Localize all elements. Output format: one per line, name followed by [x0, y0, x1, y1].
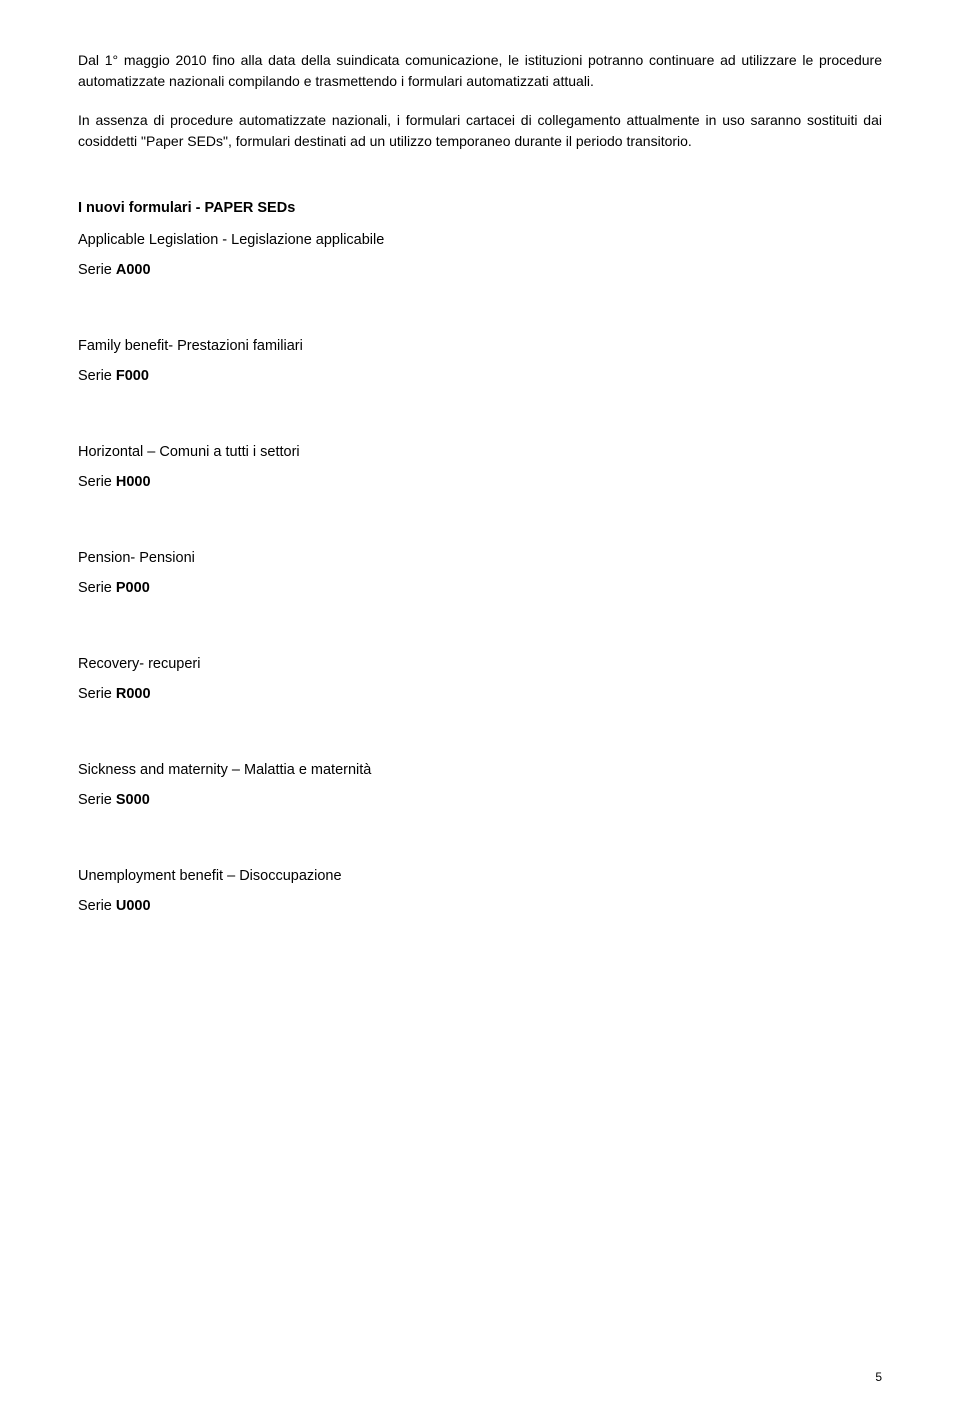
serie-label: Serie R000 [78, 686, 882, 702]
page-number: 5 [875, 1370, 882, 1384]
serie-code: R000 [116, 686, 151, 702]
section-label: Family benefit- Prestazioni familiari [78, 338, 882, 354]
serie-label: Serie U000 [78, 898, 882, 914]
section-2: Horizontal – Comuni a tutti i settori Se… [78, 444, 882, 490]
section-1: Family benefit- Prestazioni familiari Se… [78, 338, 882, 384]
serie-prefix: Serie [78, 686, 116, 702]
section-title: I nuovi formulari - PAPER SEDs [78, 200, 882, 216]
section-label: Pension- Pensioni [78, 550, 882, 566]
section-5: Sickness and maternity – Malattia e mate… [78, 762, 882, 808]
serie-prefix: Serie [78, 898, 116, 914]
serie-prefix: Serie [78, 368, 116, 384]
section-label: Unemployment benefit – Disoccupazione [78, 868, 882, 884]
serie-code: A000 [116, 262, 151, 278]
serie-code: H000 [116, 474, 151, 490]
serie-code: F000 [116, 368, 149, 384]
serie-prefix: Serie [78, 580, 116, 596]
serie-code: U000 [116, 898, 151, 914]
serie-code: S000 [116, 792, 150, 808]
serie-code: P000 [116, 580, 150, 596]
section-0: Applicable Legislation - Legislazione ap… [78, 232, 882, 278]
section-3: Pension- Pensioni Serie P000 [78, 550, 882, 596]
section-label: Applicable Legislation - Legislazione ap… [78, 232, 882, 248]
serie-label: Serie H000 [78, 474, 882, 490]
serie-label: Serie S000 [78, 792, 882, 808]
serie-label: Serie A000 [78, 262, 882, 278]
serie-prefix: Serie [78, 262, 116, 278]
paragraph-2: In assenza di procedure automatizzate na… [78, 110, 882, 152]
section-6: Unemployment benefit – Disoccupazione Se… [78, 868, 882, 914]
section-label: Recovery- recuperi [78, 656, 882, 672]
paragraph-1: Dal 1° maggio 2010 fino alla data della … [78, 50, 882, 92]
section-label: Horizontal – Comuni a tutti i settori [78, 444, 882, 460]
serie-label: Serie P000 [78, 580, 882, 596]
serie-prefix: Serie [78, 474, 116, 490]
section-label: Sickness and maternity – Malattia e mate… [78, 762, 882, 778]
serie-label: Serie F000 [78, 368, 882, 384]
serie-prefix: Serie [78, 792, 116, 808]
section-4: Recovery- recuperi Serie R000 [78, 656, 882, 702]
